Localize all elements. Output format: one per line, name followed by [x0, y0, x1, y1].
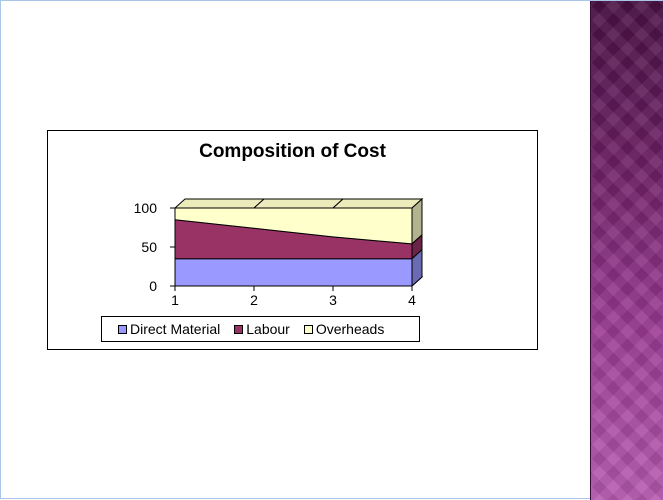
area-top-1 — [173, 198, 266, 209]
y-tick-label-50: 50 — [141, 239, 157, 255]
y-tick-label-100: 100 — [134, 200, 158, 216]
chart-container[interactable]: Composition of Cost 0 50 100 1 2 3 4 Direct Ma… — [47, 130, 538, 350]
y-tick-label-0: 0 — [149, 278, 157, 294]
decorative-side-band — [590, 1, 663, 500]
legend-label-labour: Labour — [246, 321, 290, 337]
legend-label-direct-material: Direct Material — [130, 321, 221, 337]
legend-item-labour: Labour — [234, 321, 290, 337]
legend-swatch-direct-material — [118, 324, 127, 334]
x-tick-label-1: 1 — [171, 292, 179, 308]
x-tick-label-2: 2 — [250, 292, 258, 308]
legend-label-overheads: Overheads — [315, 321, 385, 337]
legend-swatch-labour — [234, 324, 244, 334]
area-top-3 — [331, 198, 424, 209]
chart-areas — [173, 197, 424, 288]
area-top-2 — [252, 198, 345, 209]
x-tick-label-3: 3 — [329, 292, 337, 308]
area-series-overheads — [174, 207, 413, 245]
legend-item-overheads: Overheads — [303, 321, 385, 337]
chart-legend: Direct Material Labour Overheads — [101, 316, 420, 342]
chart-title: Composition of Cost — [199, 141, 386, 162]
legend-item-direct-material: Direct Material — [118, 321, 220, 337]
x-tick-label-4: 4 — [408, 292, 416, 308]
area-series-direct-material — [174, 258, 413, 287]
legend-swatch-overheads — [303, 324, 313, 334]
chart-ticks: 0 50 100 1 2 3 4 — [134, 200, 416, 308]
chart-plot: 0 50 100 1 2 3 4 — [134, 197, 424, 308]
